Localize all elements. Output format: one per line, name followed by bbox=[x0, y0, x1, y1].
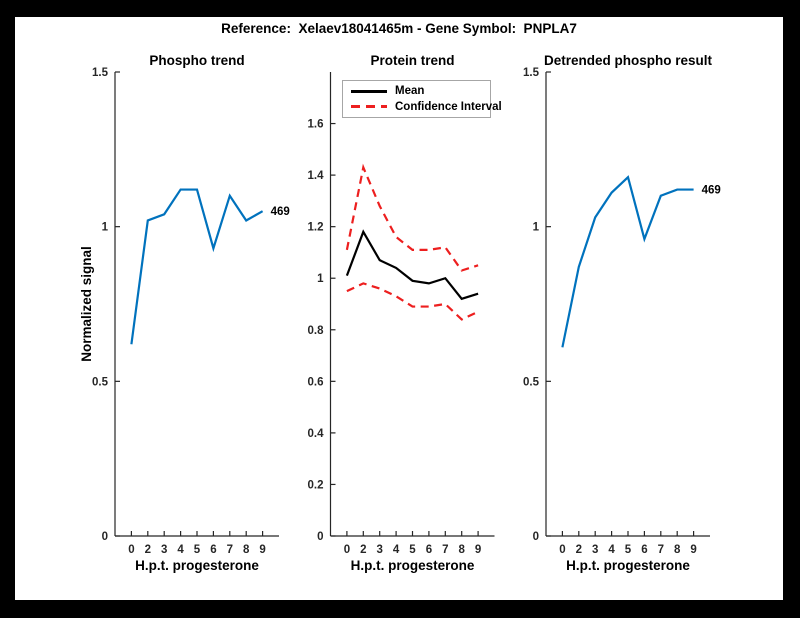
y-tick-label: 0.6 bbox=[308, 376, 324, 388]
series-line-mean bbox=[345, 229, 479, 301]
y-tick-label: 0.4 bbox=[308, 428, 325, 440]
y-tick-label: 0 bbox=[317, 531, 323, 543]
x-tick-label: 4 bbox=[393, 544, 400, 556]
x-tick-label: 7 bbox=[442, 544, 448, 556]
x-tick-label: 4 bbox=[608, 544, 615, 556]
y-tick-label: 1 bbox=[317, 273, 324, 285]
x-tick-label: 8 bbox=[674, 544, 681, 556]
x-tick-label: 3 bbox=[592, 544, 598, 556]
x-tick-label: 7 bbox=[227, 544, 233, 556]
x-tick-label: 7 bbox=[658, 544, 664, 556]
legend-mean-line-swatch bbox=[351, 89, 387, 93]
y-tick-label: 1 bbox=[102, 222, 109, 234]
y-tick-label: 1.4 bbox=[308, 170, 325, 182]
subplot3-xlabel: H.p.t. progesterone bbox=[566, 558, 690, 573]
x-tick-label: 5 bbox=[194, 544, 201, 556]
x-tick-label: 9 bbox=[259, 544, 265, 556]
series-line-confidence-interval-upper bbox=[345, 163, 479, 272]
y-tick-label: 0.2 bbox=[308, 479, 324, 491]
x-tick-label: 6 bbox=[210, 544, 216, 556]
subplot1-title: Phospho trend bbox=[149, 53, 245, 68]
y-tick-label: 1.2 bbox=[308, 222, 324, 234]
subplot3-title: Detrended phospho result bbox=[543, 53, 712, 68]
y-tick-label: 1.6 bbox=[308, 119, 324, 131]
x-tick-label: 5 bbox=[625, 544, 632, 556]
y-tick-label: 0.5 bbox=[523, 376, 540, 388]
legend-item-mean: Mean bbox=[351, 84, 490, 99]
y-tick-label: 0 bbox=[533, 531, 539, 543]
x-tick-label: 4 bbox=[177, 544, 184, 556]
y-tick-label: 1 bbox=[533, 222, 540, 234]
x-tick-label: 2 bbox=[576, 544, 582, 556]
x-tick-label: 0 bbox=[128, 544, 134, 556]
legend-item-ci: Confidence Interval bbox=[351, 99, 502, 114]
y-tick-label: 1.5 bbox=[92, 67, 109, 79]
y-tick-label: 1.5 bbox=[523, 67, 540, 79]
x-tick-label: 8 bbox=[243, 544, 250, 556]
x-tick-label: 5 bbox=[409, 544, 416, 556]
x-tick-label: 0 bbox=[344, 544, 350, 556]
x-tick-label: 6 bbox=[641, 544, 647, 556]
legend-ci-line-swatch bbox=[351, 105, 387, 109]
y-tick-label: 0.5 bbox=[92, 376, 109, 388]
legend-ci-label: Confidence Interval bbox=[395, 100, 502, 113]
charts-svg: 00.511.50 2 3 4 5 6 7 8 946900.20.40.60.811.21.4… bbox=[92, 67, 721, 556]
x-tick-label: 9 bbox=[690, 544, 696, 556]
series-end-label: 469 bbox=[271, 206, 290, 218]
y-tick-label: 0 bbox=[102, 531, 108, 543]
x-tick-label: 0 bbox=[559, 544, 565, 556]
x-tick-label: 6 bbox=[426, 544, 432, 556]
x-tick-label: 3 bbox=[376, 544, 382, 556]
subplot2-title: Protein trend bbox=[370, 53, 455, 68]
x-tick-label: 9 bbox=[475, 544, 481, 556]
x-tick-label: 2 bbox=[145, 544, 151, 556]
series-end-label: 469 bbox=[702, 185, 721, 197]
y-tick-label: 0.8 bbox=[308, 325, 325, 337]
series-line-469 bbox=[561, 175, 694, 348]
figure-background: Reference: Xelaev18041465m - Gene Symbol… bbox=[15, 17, 783, 600]
x-tick-label: 2 bbox=[360, 544, 366, 556]
x-tick-label: 3 bbox=[161, 544, 167, 556]
figure-title: Reference: Xelaev18041465m - Gene Symbol… bbox=[221, 21, 577, 36]
legend-mean-label: Mean bbox=[395, 85, 425, 98]
subplot1-xlabel: H.p.t. progesterone bbox=[135, 558, 259, 573]
series-line-469 bbox=[130, 188, 264, 345]
series-line-confidence-interval-lower bbox=[346, 282, 479, 321]
x-tick-label: 8 bbox=[458, 544, 465, 556]
legend-box: Mean Confidence Interval bbox=[342, 80, 502, 118]
subplot2-xlabel: H.p.t. progesterone bbox=[350, 558, 475, 573]
